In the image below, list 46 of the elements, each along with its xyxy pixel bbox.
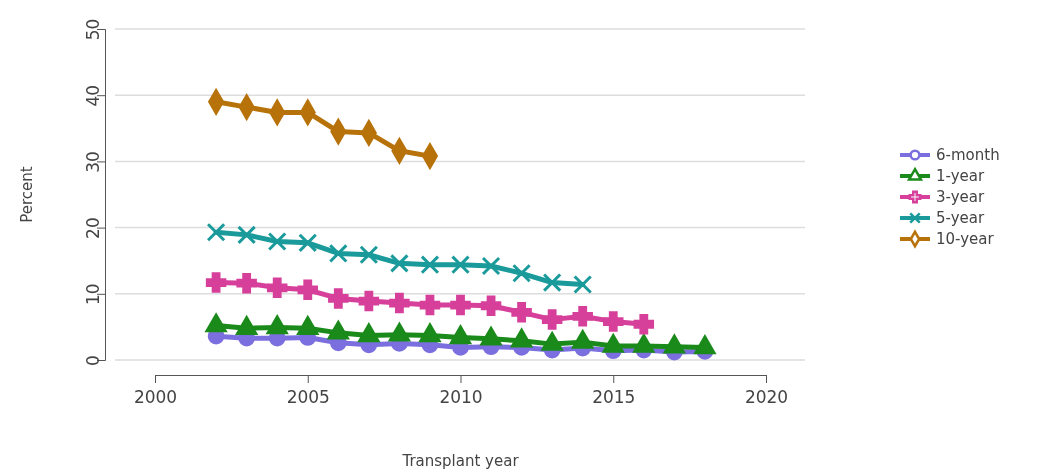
point: [206, 222, 226, 242]
point: [205, 272, 227, 293]
point: [420, 255, 440, 275]
point: [267, 231, 287, 252]
point: [541, 309, 563, 330]
point: [298, 233, 318, 253]
y-tick-label: 0: [82, 355, 103, 366]
point: [358, 290, 380, 312]
x-tick-label: 2020: [744, 387, 789, 407]
point: [237, 225, 257, 245]
point: [633, 314, 655, 335]
legend-label: 10-year: [936, 230, 995, 249]
y-axis-title: Percent: [18, 166, 36, 223]
y-tick-label: 30: [82, 151, 103, 173]
y-tick-label: 50: [82, 18, 103, 41]
point: [389, 253, 409, 273]
x-axis-title: Transplant year: [401, 452, 520, 470]
x-tick-label: 2005: [286, 387, 330, 407]
point: [542, 273, 562, 293]
point: [480, 295, 502, 316]
legend-label: 6-month: [936, 146, 1000, 165]
point: [603, 311, 624, 332]
point: [512, 263, 532, 283]
point: [328, 288, 349, 309]
point: [450, 294, 471, 316]
point: [236, 272, 257, 294]
point: [573, 275, 593, 295]
legend-label: 1-year: [936, 167, 985, 186]
point: [481, 256, 501, 276]
legend-label: 3-year: [936, 188, 985, 207]
point: [572, 306, 593, 327]
x-tick-label: 2000: [133, 387, 178, 407]
point: [297, 279, 318, 301]
y-tick-label: 20: [82, 217, 103, 239]
x-tick-label: 2015: [592, 387, 636, 407]
y-tick-label: 40: [82, 84, 103, 107]
point: [389, 292, 410, 314]
legend-label: 5-year: [936, 209, 985, 228]
y-tick-label: 10: [82, 283, 103, 306]
point: [359, 245, 379, 265]
point: [511, 302, 532, 323]
point: [328, 243, 348, 263]
point: [450, 255, 471, 275]
point: [266, 277, 288, 299]
point: [419, 294, 441, 316]
x-tick-label: 2010: [439, 387, 483, 407]
